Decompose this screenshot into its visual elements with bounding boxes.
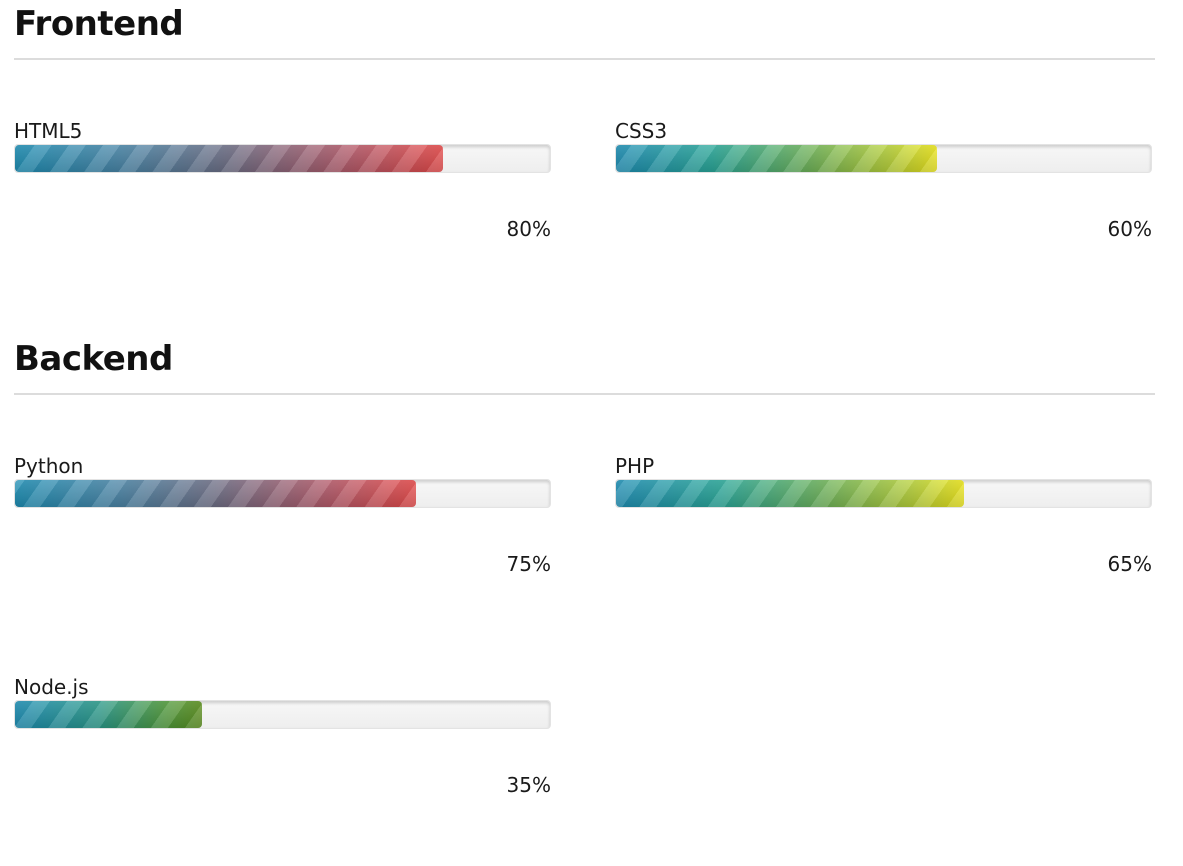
progress-fill [15,480,417,507]
skill-python: Python 75% [14,455,551,575]
section-frontend: Frontend [14,4,1155,60]
progress-track [14,479,551,508]
progress-fill [616,480,964,507]
skill-percent: 35% [506,773,551,797]
section-backend: Backend [14,339,1155,395]
progress-fill [15,145,443,172]
skill-percent: 75% [506,552,551,576]
skill-label: PHP [615,454,655,478]
progress-fill [15,701,203,728]
progress-track [615,144,1152,173]
skill-label: Node.js [14,675,89,699]
skill-percent: 80% [506,217,551,241]
skill-nodejs: Node.js 35% [14,676,551,796]
skill-label: CSS3 [615,119,668,143]
section-divider [14,58,1155,60]
section-divider [14,393,1155,395]
skill-php: PHP 65% [615,455,1152,575]
progress-fill [616,145,937,172]
skill-css3: CSS3 60% [615,120,1152,240]
skill-percent: 60% [1107,217,1152,241]
skill-percent: 65% [1107,552,1152,576]
skill-html5: HTML5 80% [14,120,551,240]
skill-label: Python [14,454,84,478]
skill-label: HTML5 [14,119,83,143]
progress-track [615,479,1152,508]
progress-track [14,700,551,729]
progress-track [14,144,551,173]
section-title: Backend [14,339,173,379]
section-title: Frontend [14,4,184,44]
